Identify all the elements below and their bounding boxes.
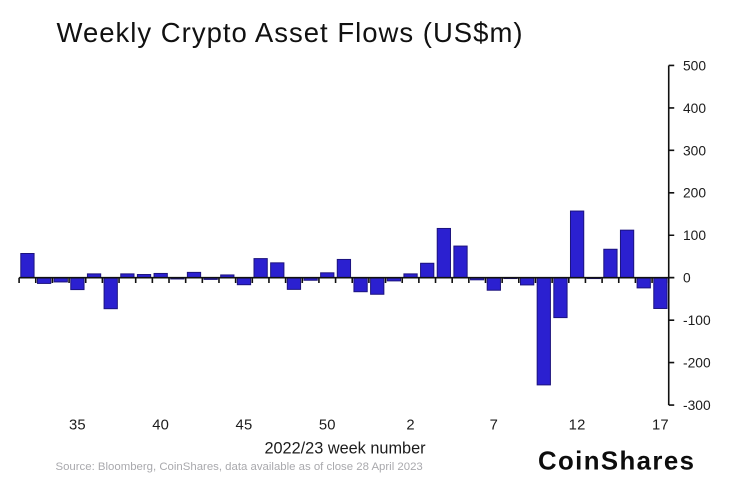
svg-text:0: 0 <box>683 271 691 286</box>
svg-text:2: 2 <box>406 418 414 434</box>
svg-text:400: 400 <box>683 101 706 116</box>
svg-text:17: 17 <box>652 418 669 434</box>
svg-text:50: 50 <box>319 418 336 434</box>
svg-text:CoinShares: CoinShares <box>538 448 695 476</box>
svg-text:500: 500 <box>683 58 706 73</box>
svg-text:7: 7 <box>490 418 498 434</box>
svg-text:-300: -300 <box>683 398 711 413</box>
svg-text:45: 45 <box>236 418 253 434</box>
svg-text:2022/23 week number: 2022/23 week number <box>264 440 426 458</box>
svg-text:Weekly Crypto Asset Flows (US$: Weekly Crypto Asset Flows (US$m) <box>57 17 524 48</box>
svg-text:40: 40 <box>152 418 169 434</box>
svg-text:12: 12 <box>569 418 586 434</box>
svg-text:200: 200 <box>683 186 706 201</box>
svg-text:300: 300 <box>683 143 706 158</box>
svg-text:-200: -200 <box>683 356 711 371</box>
svg-text:100: 100 <box>683 228 706 243</box>
svg-text:-100: -100 <box>683 313 711 328</box>
svg-text:Source: Bloomberg, CoinShares,: Source: Bloomberg, CoinShares, data avai… <box>56 461 423 473</box>
svg-text:35: 35 <box>69 418 86 434</box>
